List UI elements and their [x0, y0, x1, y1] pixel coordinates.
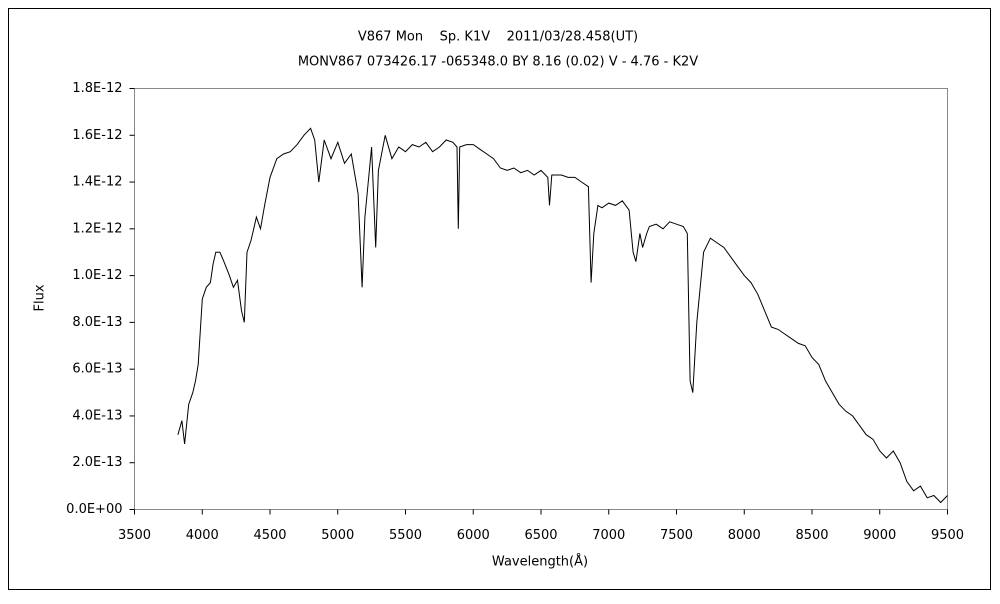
y-tick-label: 1.6E-12	[72, 128, 122, 143]
x-tick-label: 7500	[660, 528, 693, 543]
x-tick-label: 8500	[795, 528, 828, 543]
x-tick-label: 7000	[592, 528, 625, 543]
y-tick-label: 2.0E-13	[72, 455, 122, 470]
x-axis-label: Wavelength(Å)	[492, 554, 588, 570]
y-tick-label: 1.8E-12	[72, 81, 122, 96]
x-tick-label: 5000	[321, 528, 354, 543]
x-tick-label: 4000	[186, 528, 219, 543]
spectrum-line	[177, 127, 948, 504]
chart-frame	[8, 8, 991, 590]
y-axis-label: Flux	[33, 284, 48, 311]
y-tick-label: 8.0E-13	[72, 315, 122, 330]
y-tick-label: 1.0E-12	[72, 268, 122, 283]
x-tick-label: 8000	[728, 528, 761, 543]
x-tick-label: 3500	[118, 528, 151, 543]
x-tick-label: 4500	[253, 528, 286, 543]
chart-subtitle: MONV867 073426.17 -065348.0 BY 8.16 (0.0…	[298, 55, 698, 70]
chart-title: V867 Mon Sp. K1V 2011/03/28.458(UT)	[358, 30, 638, 45]
y-tick-label: 1.2E-12	[72, 221, 122, 236]
x-tick-label: 6500	[524, 528, 557, 543]
y-tick-label: 0.0E+00	[66, 502, 122, 517]
y-tick-label: 1.4E-12	[72, 175, 122, 190]
x-tick-label: 9500	[931, 528, 964, 543]
x-tick-label: 6000	[457, 528, 490, 543]
y-tick-label: 6.0E-13	[72, 362, 122, 377]
plot-area	[134, 88, 948, 510]
y-tick-label: 4.0E-13	[72, 408, 122, 423]
x-tick-label: 5500	[389, 528, 422, 543]
x-tick-label: 9000	[863, 528, 896, 543]
